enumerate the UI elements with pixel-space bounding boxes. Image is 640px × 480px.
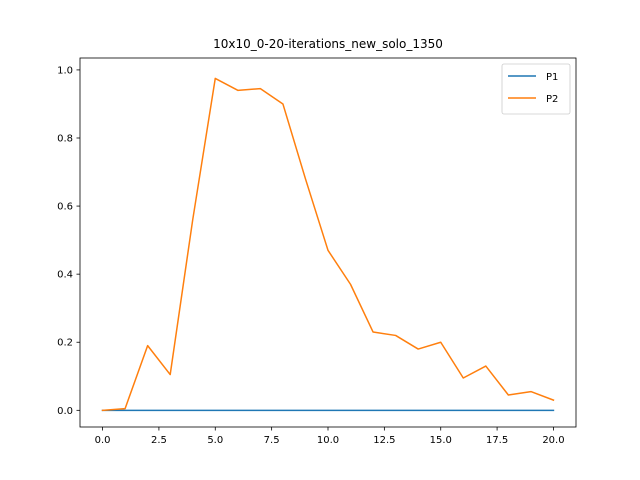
chart-title: 10x10_0-20-iterations_new_solo_1350 xyxy=(213,37,443,51)
legend-label: P2 xyxy=(546,94,558,105)
y-tick-label: 1.0 xyxy=(57,65,73,76)
x-tick-label: 2.5 xyxy=(151,435,167,446)
x-tick-label: 17.5 xyxy=(486,435,508,446)
x-tick-label: 12.5 xyxy=(373,435,395,446)
x-tick-label: 10.0 xyxy=(317,435,339,446)
x-tick-label: 5.0 xyxy=(207,435,223,446)
x-tick-label: 7.5 xyxy=(264,435,280,446)
series-line-p2 xyxy=(101,77,555,412)
y-tick-label: 0.6 xyxy=(57,202,73,213)
y-tick-label: 0.2 xyxy=(57,338,73,349)
legend-box xyxy=(501,63,571,115)
series-layer xyxy=(101,77,555,412)
x-tick-label: 0.0 xyxy=(95,435,111,446)
y-tick-label: 0.4 xyxy=(57,270,73,281)
x-tick-label: 15.0 xyxy=(430,435,452,446)
y-tick-label: 0.8 xyxy=(57,133,73,144)
legend: P1 P2 xyxy=(501,63,571,115)
y-tick-label: 0.0 xyxy=(57,406,73,417)
axes-layer: 0.0 2.5 5.0 7.5 10.0 12.5 15.0 17.5 20.0 0.0 0.2 0.… xyxy=(57,57,577,446)
legend-label: P1 xyxy=(546,72,558,83)
x-tick-label: 20.0 xyxy=(542,435,564,446)
